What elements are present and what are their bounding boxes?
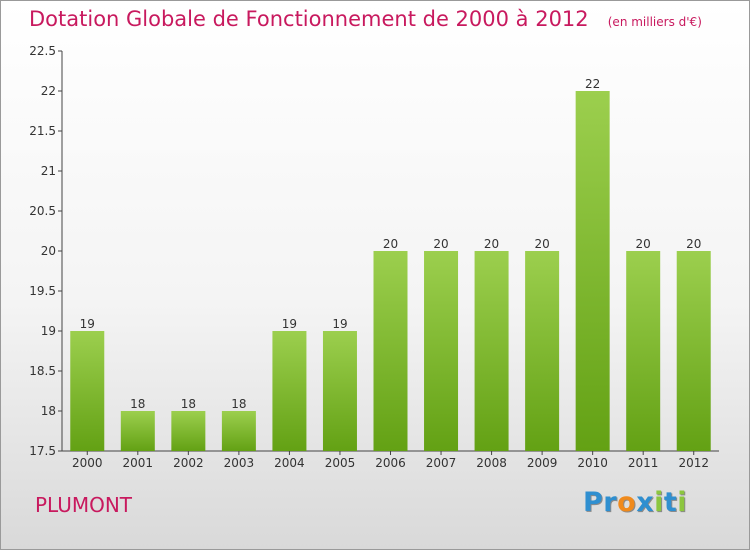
x-tick-label: 2008 <box>476 456 507 470</box>
bar-2009 <box>525 251 560 451</box>
bar-value-label: 19 <box>282 317 297 331</box>
x-tick-label: 2002 <box>173 456 204 470</box>
y-tick-label: 20.5 <box>29 204 56 218</box>
bar-2002 <box>171 411 206 451</box>
x-tick-label: 2005 <box>325 456 356 470</box>
bar-2010 <box>575 91 610 451</box>
y-tick-label: 18 <box>41 404 56 418</box>
bar-value-label: 18 <box>181 397 196 411</box>
bar-2011 <box>626 251 661 451</box>
bar-2007 <box>424 251 459 451</box>
logo-letter: r <box>603 487 618 518</box>
title-row: Dotation Globale de Fonctionnement de 20… <box>29 7 702 31</box>
bar-2012 <box>676 251 711 451</box>
y-tick-label: 21.5 <box>29 124 56 138</box>
y-tick-label: 22 <box>41 84 56 98</box>
x-tick-label: 2001 <box>123 456 154 470</box>
bar-value-label: 19 <box>332 317 347 331</box>
bar-2006 <box>373 251 408 451</box>
bar-value-label: 19 <box>80 317 95 331</box>
bar-value-label: 18 <box>231 397 246 411</box>
x-tick-label: 2010 <box>577 456 608 470</box>
logo-letter: x <box>636 487 655 518</box>
logo-letter: o <box>617 487 637 518</box>
x-tick-label: 2007 <box>426 456 457 470</box>
bar-value-label: 20 <box>433 237 448 251</box>
y-tick-label: 19.5 <box>29 284 56 298</box>
bar-2003 <box>221 411 256 451</box>
y-tick-label: 22.5 <box>29 44 56 58</box>
proxiti-logo: Proxiti <box>583 487 687 518</box>
x-tick-label: 2000 <box>72 456 103 470</box>
y-tick-label: 21 <box>41 164 56 178</box>
bar-value-label: 20 <box>534 237 549 251</box>
bar-value-label: 20 <box>383 237 398 251</box>
x-tick-label: 2003 <box>224 456 255 470</box>
x-tick-label: 2012 <box>678 456 709 470</box>
logo-letter: P <box>583 487 604 518</box>
commune-name: PLUMONT <box>35 493 133 517</box>
logo-letter: t <box>663 487 678 518</box>
y-tick-label: 19 <box>41 324 56 338</box>
logo-letter: i <box>677 487 688 518</box>
bar-value-label: 20 <box>686 237 701 251</box>
bar-value-label: 18 <box>130 397 145 411</box>
y-tick-label: 17.5 <box>29 444 56 458</box>
bar-value-label: 20 <box>636 237 651 251</box>
bar-2004 <box>272 331 307 451</box>
bar-value-label: 20 <box>484 237 499 251</box>
y-tick-label: 20 <box>41 244 56 258</box>
x-tick-label: 2011 <box>628 456 659 470</box>
y-tick-label: 18.5 <box>29 364 56 378</box>
chart-subtitle: (en milliers d'€) <box>607 15 702 29</box>
bar-2001 <box>120 411 155 451</box>
bar-value-label: 22 <box>585 77 600 91</box>
x-tick-label: 2006 <box>375 456 406 470</box>
chart-title: Dotation Globale de Fonctionnement de 20… <box>29 7 589 31</box>
logo-letter: i <box>654 487 664 518</box>
bar-2000 <box>70 331 105 451</box>
x-tick-label: 2009 <box>527 456 558 470</box>
x-tick-label: 2004 <box>274 456 305 470</box>
bar-2008 <box>474 251 509 451</box>
bar-2005 <box>322 331 357 451</box>
